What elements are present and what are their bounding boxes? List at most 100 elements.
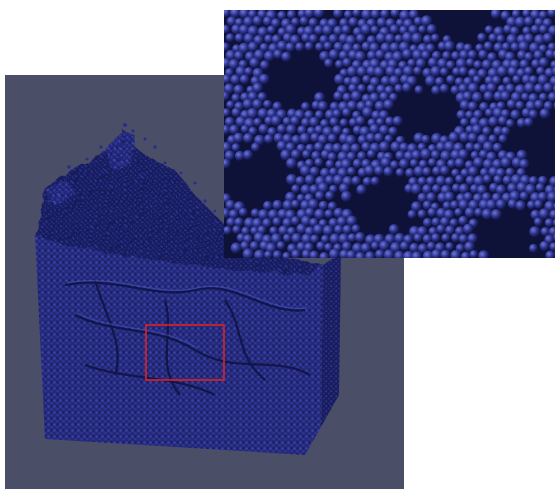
particle-sphere xyxy=(314,110,324,120)
particle-sphere xyxy=(521,74,533,85)
particle-sphere xyxy=(403,250,415,258)
particle-sphere xyxy=(534,83,545,94)
particle-sphere xyxy=(310,234,320,244)
particle-sphere xyxy=(226,16,237,27)
particle-sphere xyxy=(431,184,442,194)
particle-sphere xyxy=(384,134,394,144)
particle-sphere xyxy=(451,51,461,61)
particle-sphere xyxy=(493,126,504,137)
particle-sphere xyxy=(322,225,334,237)
particle-sphere xyxy=(317,100,329,112)
particle-sphere xyxy=(262,16,273,27)
particle-sphere xyxy=(522,10,532,18)
particle-sphere xyxy=(533,217,543,227)
particle-sphere xyxy=(302,149,312,159)
particle-sphere xyxy=(530,24,541,34)
particle-sphere xyxy=(310,132,321,143)
particle-sphere xyxy=(389,24,400,35)
particle-sphere xyxy=(455,42,466,53)
particle-sphere xyxy=(437,58,449,69)
particle-sphere xyxy=(334,73,346,85)
particle-sphere xyxy=(224,150,236,161)
particle-sphere xyxy=(543,100,554,111)
particle-sphere xyxy=(263,50,276,62)
particle-sphere xyxy=(553,233,555,242)
particle-sphere xyxy=(379,124,390,136)
particle-sphere xyxy=(422,200,433,210)
particle-sphere xyxy=(231,24,242,35)
particle-sphere xyxy=(530,10,541,20)
particle-sphere xyxy=(534,99,545,110)
particle-sphere xyxy=(379,240,391,252)
particle-sphere xyxy=(473,157,485,168)
particle-sphere xyxy=(291,249,302,258)
particle-sphere xyxy=(458,149,469,160)
particle-sphere xyxy=(465,110,475,120)
particle-sphere xyxy=(469,250,479,258)
particle-sphere xyxy=(300,184,312,196)
particle-sphere xyxy=(369,123,380,135)
particle-sphere xyxy=(309,166,320,177)
particle-sphere xyxy=(224,91,230,101)
particle-sphere xyxy=(411,32,423,44)
particle-sphere xyxy=(478,49,489,60)
particle-sphere xyxy=(231,107,242,118)
particle-sphere xyxy=(301,32,312,43)
particle-sphere xyxy=(422,234,433,244)
block-front-face xyxy=(35,235,323,455)
particle-sphere xyxy=(488,134,498,144)
particle-sphere xyxy=(478,117,490,129)
particle-sphere xyxy=(224,10,231,18)
particle-sphere xyxy=(491,75,502,86)
particle-sphere xyxy=(467,132,478,143)
particle-sphere xyxy=(547,10,555,18)
particle-sphere xyxy=(444,40,455,52)
particle-sphere xyxy=(498,134,508,144)
particle-sphere xyxy=(252,82,264,94)
particle-sphere xyxy=(547,191,555,203)
particle-sphere xyxy=(324,209,334,219)
particle-sphere xyxy=(538,92,548,102)
particle-sphere xyxy=(458,66,469,77)
particle-sphere xyxy=(431,249,442,258)
particle-sphere xyxy=(250,142,261,152)
particle-sphere xyxy=(528,109,539,119)
particle-sphere xyxy=(477,32,487,43)
particle-sphere xyxy=(356,33,366,44)
particle-sphere xyxy=(257,92,268,102)
particle-sphere xyxy=(439,67,450,77)
particle-sphere xyxy=(519,59,530,70)
particle-sphere xyxy=(519,191,529,201)
particle-sphere xyxy=(366,50,378,61)
particle-sphere xyxy=(224,124,231,135)
particle-sphere xyxy=(465,142,475,152)
particle-sphere xyxy=(342,107,352,118)
particle-sphere xyxy=(351,175,362,186)
particle-sphere xyxy=(327,133,338,144)
particle-sphere xyxy=(304,110,314,120)
particle-sphere xyxy=(553,202,555,210)
particle-sphere xyxy=(378,110,390,121)
particle-sphere xyxy=(458,199,470,211)
particle-sphere xyxy=(442,50,452,61)
particle-sphere xyxy=(435,175,447,187)
particle-sphere xyxy=(445,242,455,251)
particle-sphere xyxy=(374,132,385,143)
particle-sphere xyxy=(240,124,250,134)
particle-sphere xyxy=(305,207,316,218)
particle-sphere xyxy=(230,74,241,85)
particle-sphere xyxy=(554,251,555,256)
particle-sphere xyxy=(345,134,357,146)
particle-sphere xyxy=(346,65,358,78)
particle-sphere xyxy=(507,66,519,77)
particle-sphere xyxy=(390,160,400,170)
zoom-inset-viewport[interactable] xyxy=(224,10,555,258)
particle-sphere xyxy=(537,191,548,202)
particle-sphere xyxy=(277,40,288,52)
particle-sphere xyxy=(258,209,270,221)
particle-sphere xyxy=(286,157,298,169)
particle-sphere xyxy=(417,243,429,254)
particle-sphere xyxy=(270,115,282,127)
particle-sphere xyxy=(346,151,357,162)
particle-sphere xyxy=(366,149,377,159)
